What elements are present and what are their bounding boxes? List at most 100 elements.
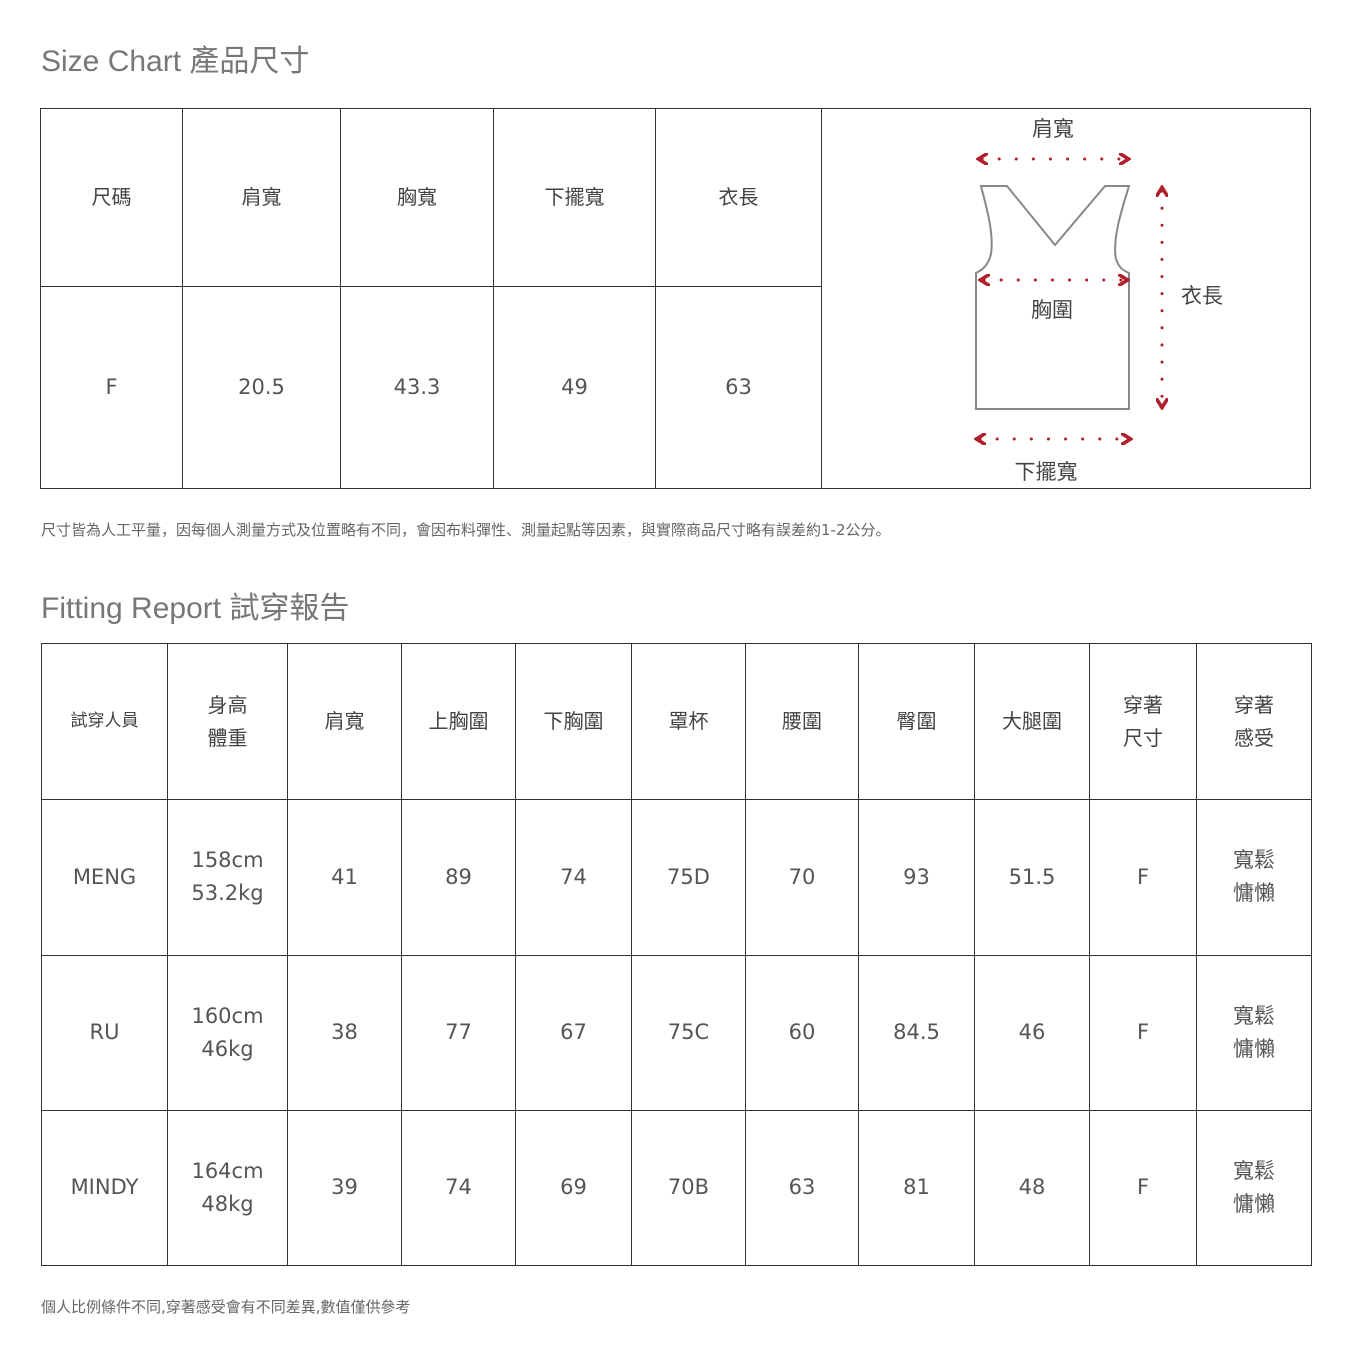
cell-hem: 49 xyxy=(493,286,656,489)
cell-name: MENG xyxy=(41,799,168,956)
cell-value-text: 39 xyxy=(331,1175,358,1200)
header-hem: 下擺寬 xyxy=(493,108,656,287)
label-length: 衣長 xyxy=(1181,284,1223,308)
cell-height-weight: 160cm 46kg xyxy=(167,954,288,1111)
cell-value-text: 60 xyxy=(788,1020,816,1045)
fitting-row: MINDY 164cm 48kg 39 74 69 70B 63 81 48 F 寬鬆 慵懶 xyxy=(41,1109,1312,1267)
fitting-header: 上胸圍 xyxy=(401,642,516,801)
cell-feel: 寬鬆 慵懶 xyxy=(1196,1109,1312,1267)
fitting-header-line: 穿著 xyxy=(1234,692,1274,717)
cell-value: 60 xyxy=(745,954,859,1111)
fitting-header-line: 尺寸 xyxy=(1123,725,1163,750)
size-chart-table: 尺碼 肩寬 胸寬 下擺寬 衣長 肩寬 胸圍 衣長 下擺寬 F 20.5 43.3… xyxy=(40,108,1311,489)
fitting-header: 下胸圍 xyxy=(515,642,632,801)
cell-value: 38 xyxy=(287,954,402,1111)
cell-value: 74 xyxy=(515,799,632,956)
cell-value-text: F xyxy=(1136,864,1150,889)
cell-value: 39 xyxy=(287,1109,402,1267)
cell-value: 84.5 xyxy=(858,954,975,1111)
fitting-header-line: 腰圍 xyxy=(782,709,822,734)
cell-value-text: F xyxy=(1136,1020,1150,1045)
fitting-report-title: Fitting Report 試穿報告 xyxy=(41,592,350,625)
fitting-report-note: 個人比例條件不同,穿著感受會有不同差異,數值僅供參考 xyxy=(41,1298,411,1316)
cell-value: 70B xyxy=(631,1109,746,1267)
cell-name-text: RU xyxy=(89,1020,120,1045)
cell-height-weight-text: 46kg xyxy=(201,1036,254,1061)
cell-value: 46 xyxy=(974,954,1090,1111)
fitting-header-line: 上胸圍 xyxy=(428,709,489,734)
cell-value-text: 63 xyxy=(788,1175,816,1200)
cell-feel-text: 慵懶 xyxy=(1233,1191,1275,1216)
cell-value: 70 xyxy=(745,799,859,956)
fitting-header: 罩杯 xyxy=(631,642,746,801)
cell-value: F xyxy=(1089,954,1197,1111)
cell-height-weight: 158cm 53.2kg xyxy=(167,799,288,956)
cell-name-text: MINDY xyxy=(70,1175,139,1200)
cell-value-text: 51.5 xyxy=(1008,864,1056,889)
fitting-header-line: 試穿人員 xyxy=(70,711,139,732)
cell-feel-text: 慵懶 xyxy=(1233,1036,1275,1061)
fitting-header-line: 穿著 xyxy=(1123,692,1163,717)
header-length: 衣長 xyxy=(655,108,822,287)
fitting-header-line: 臀圍 xyxy=(896,709,937,734)
label-hem: 下擺寬 xyxy=(1015,460,1078,484)
label-shoulder: 肩寬 xyxy=(1032,117,1074,141)
cell-value: 69 xyxy=(515,1109,632,1267)
fitting-header: 腰圍 xyxy=(745,642,859,801)
fitting-header: 臀圍 xyxy=(858,642,975,801)
cell-value-text: 74 xyxy=(445,1175,472,1200)
header-chest: 胸寬 xyxy=(340,108,494,287)
cell-value: F xyxy=(1089,1109,1197,1267)
cell-value-text: 69 xyxy=(560,1175,587,1200)
cell-value-text: 81 xyxy=(903,1175,930,1200)
cell-value-text: 89 xyxy=(445,864,472,889)
header-size: 尺碼 xyxy=(40,108,183,287)
cell-length: 63 xyxy=(655,286,822,489)
label-chest: 胸圍 xyxy=(1031,298,1073,322)
fitting-header-line: 感受 xyxy=(1234,725,1274,750)
cell-value: 75C xyxy=(631,954,746,1111)
fitting-report-table: 試穿人員 身高體重 肩寬 上胸圍 下胸圍 罩杯 腰圍 臀圍 大腿圍 穿著尺寸 穿著感受 MENG 15… xyxy=(41,642,1312,1267)
fitting-header-line: 大腿圍 xyxy=(1002,709,1062,734)
cell-value-text: F xyxy=(1136,1175,1150,1200)
tank-top-outline xyxy=(975,185,1131,410)
cell-value-text: 70 xyxy=(788,864,816,889)
cell-value: 67 xyxy=(515,954,632,1111)
cell-value: 93 xyxy=(858,799,975,956)
cell-value: 75D xyxy=(631,799,746,956)
cell-value-text: 75C xyxy=(667,1020,710,1045)
cell-feel: 寬鬆 慵懶 xyxy=(1196,799,1312,956)
cell-feel-text: 寬鬆 xyxy=(1233,848,1275,873)
cell-value: 48 xyxy=(974,1109,1090,1267)
cell-feel: 寬鬆 慵懶 xyxy=(1196,954,1312,1111)
fitting-header: 試穿人員 xyxy=(41,642,168,801)
cell-shoulder: 20.5 xyxy=(182,286,341,489)
fitting-header: 大腿圍 xyxy=(974,642,1090,801)
fitting-header-line: 身高 xyxy=(207,692,248,717)
header-shoulder: 肩寬 xyxy=(182,108,341,287)
cell-value-text: 46 xyxy=(1018,1020,1046,1045)
cell-name: RU xyxy=(41,954,168,1111)
cell-value-text: 38 xyxy=(331,1020,358,1045)
cell-value-text: 75D xyxy=(667,864,710,889)
cell-value-text: 84.5 xyxy=(893,1020,940,1045)
measurement-diagram: 肩寬 胸圍 衣長 下擺寬 xyxy=(821,108,1311,489)
fitting-header-line: 體重 xyxy=(207,725,248,750)
cell-value-text: 74 xyxy=(560,864,587,889)
cell-value: 41 xyxy=(287,799,402,956)
fitting-header-line: 罩杯 xyxy=(668,709,709,734)
cell-value-text: 77 xyxy=(445,1020,472,1045)
cell-height-weight-text: 164cm xyxy=(191,1158,264,1183)
cell-value-text: 70B xyxy=(667,1175,710,1200)
cell-feel-text: 寬鬆 xyxy=(1233,1158,1275,1183)
fitting-header: 穿著 感受 xyxy=(1196,642,1312,801)
cell-value: 77 xyxy=(401,954,516,1111)
cell-value-text: 67 xyxy=(560,1020,587,1045)
cell-value: F xyxy=(1089,799,1197,956)
fitting-header: 肩寬 xyxy=(287,642,402,801)
cell-value: 63 xyxy=(745,1109,859,1267)
cell-size: F xyxy=(40,286,183,489)
cell-value-text: 93 xyxy=(903,864,930,889)
fitting-row: RU 160cm 46kg 38 77 67 75C 60 84.5 46 F 寬鬆 慵懶 xyxy=(41,954,1312,1111)
cell-height-weight-text: 160cm xyxy=(191,1003,264,1028)
